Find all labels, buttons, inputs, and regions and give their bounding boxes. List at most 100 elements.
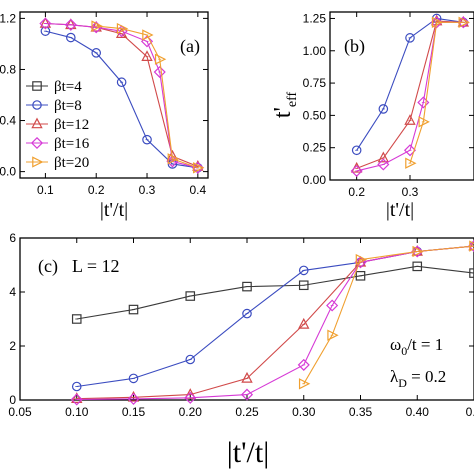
y-tick-label: 4 [9, 285, 16, 299]
x-tick-label: 0.2 [348, 185, 365, 199]
data-point-bt12 [298, 317, 310, 329]
x-tick-label: 0.4 [466, 405, 474, 419]
x-tick-label: 0.20 [179, 405, 203, 419]
data-point-bt12 [377, 151, 390, 163]
legend-label: βt=4 [54, 79, 82, 95]
x-tick-label: 0.10 [65, 405, 89, 419]
panel-label: (a) [180, 36, 200, 57]
x-tick-label: 0.2 [88, 183, 105, 197]
data-point-bt12 [404, 114, 416, 125]
legend-marker-bt20 [32, 156, 44, 168]
data-point-bt20 [355, 253, 368, 266]
omega-symbol: ω [390, 335, 401, 354]
y-tick-label: 2 [9, 339, 16, 353]
data-point-bt16 [350, 164, 363, 178]
y-tick-label: 0.4 [0, 114, 16, 128]
data-point-bt20 [298, 378, 311, 390]
data-point-bt16 [64, 18, 77, 31]
data-point-bt4 [412, 261, 423, 272]
x-axis-label: |t'/t| [227, 436, 269, 469]
lambda-symbol: λ [390, 367, 399, 386]
data-point-bt8 [116, 77, 127, 88]
y-tick-label: 0.25 [303, 141, 327, 155]
data-point-bt4 [355, 271, 366, 281]
data-point-bt16 [184, 391, 197, 404]
annotation-lambda: λD = 0.2 [390, 367, 446, 390]
data-point-bt12 [468, 239, 474, 251]
x-axis-label: |t'/t| [100, 199, 128, 221]
data-point-bt8 [351, 145, 362, 156]
y-tick-label: 0.0 [0, 165, 16, 179]
y-tick-label: 1.00 [303, 44, 327, 58]
data-point-bt8 [66, 32, 76, 43]
data-point-bt8 [405, 33, 415, 43]
data-point-bt20 [418, 116, 430, 128]
data-point-bt20 [91, 20, 103, 32]
y-tick-label: 1.2 [0, 11, 16, 25]
data-point-bt20 [154, 53, 167, 65]
x-tick-label: 0.4 [189, 183, 206, 197]
y-label-main: t' [270, 107, 296, 118]
data-point-bt20 [458, 16, 470, 29]
y-tick-label: 0 [9, 393, 16, 407]
data-point-bt16 [240, 388, 254, 401]
series-line-bt4 [76, 265, 474, 320]
data-point-bt8 [242, 308, 252, 319]
data-point-bt20 [469, 240, 474, 252]
data-point-bt8 [378, 104, 389, 114]
panel-a: 0.1 0.2 0.3 0.4 0.0 0.4 0.8 1.2 (a) |t'/t| βt=4 βt=… [0, 11, 209, 221]
lambda-sub: D [398, 376, 407, 390]
panel-label: (c) [38, 256, 58, 277]
data-point-bt4 [185, 291, 196, 301]
y-tick-label: 0.75 [303, 76, 327, 90]
x-tick-label: 0.1 [37, 183, 54, 197]
legend-label: βt=20 [54, 155, 89, 171]
data-point-bt20 [412, 245, 424, 258]
y-tick-label: 6 [9, 231, 16, 245]
data-point-bt20 [116, 22, 129, 35]
legend-marker-bt8 [32, 100, 42, 110]
data-point-bt4 [71, 314, 82, 324]
data-point-bt16 [326, 299, 339, 312]
annotation-omega: ω0/t = 1 [390, 335, 443, 358]
data-point-bt16 [377, 158, 390, 171]
data-point-bt20 [142, 29, 154, 41]
series-line-bt16 [356, 21, 464, 172]
data-point-bt12 [71, 392, 83, 403]
data-point-bt16 [70, 393, 83, 406]
legend-marker-bt16 [30, 136, 44, 150]
series-line-bt12 [356, 20, 464, 169]
y-axis-label: t'eff [270, 92, 300, 119]
data-point-bt12 [141, 50, 153, 61]
data-point-bt8 [71, 381, 82, 392]
lambda-rest: = 0.2 [407, 367, 446, 386]
y-tick-label: 0.8 [0, 62, 16, 76]
data-point-bt16 [417, 96, 430, 109]
data-point-bt8 [128, 373, 139, 384]
annotation-L: L = 12 [72, 256, 119, 276]
data-point-bt20 [167, 153, 179, 165]
x-tick-label: 0.05 [8, 405, 32, 419]
data-point-bt8 [142, 134, 152, 145]
panel-b: 0.2 0.3 0.00 0.25 0.50 0.75 1.00 1.25 (b) |t'/t| t… [270, 11, 474, 221]
x-tick-label: 0.25 [235, 405, 259, 419]
legend-marker-bt4 [32, 81, 42, 91]
x-tick-label: 0.3 [139, 183, 156, 197]
omega-sub: 0 [401, 344, 407, 358]
data-point-bt8 [298, 265, 309, 276]
data-point-bt4 [242, 281, 252, 292]
series-line-bt20 [409, 21, 464, 164]
data-point-bt16 [430, 16, 443, 29]
data-point-bt16 [467, 240, 474, 253]
data-point-bt16 [411, 245, 424, 258]
data-point-bt12 [241, 371, 253, 383]
plot-frame [329, 11, 474, 181]
x-tick-label: 0.40 [406, 405, 430, 419]
x-axis-label: |t'/t| [386, 199, 414, 221]
data-point-bt4 [298, 280, 309, 291]
omega-rest: /t = 1 [407, 335, 443, 354]
data-point-bt12 [65, 18, 77, 30]
data-point-bt16 [297, 358, 310, 371]
data-point-bt8 [91, 48, 102, 58]
data-point-bt16 [153, 65, 166, 79]
